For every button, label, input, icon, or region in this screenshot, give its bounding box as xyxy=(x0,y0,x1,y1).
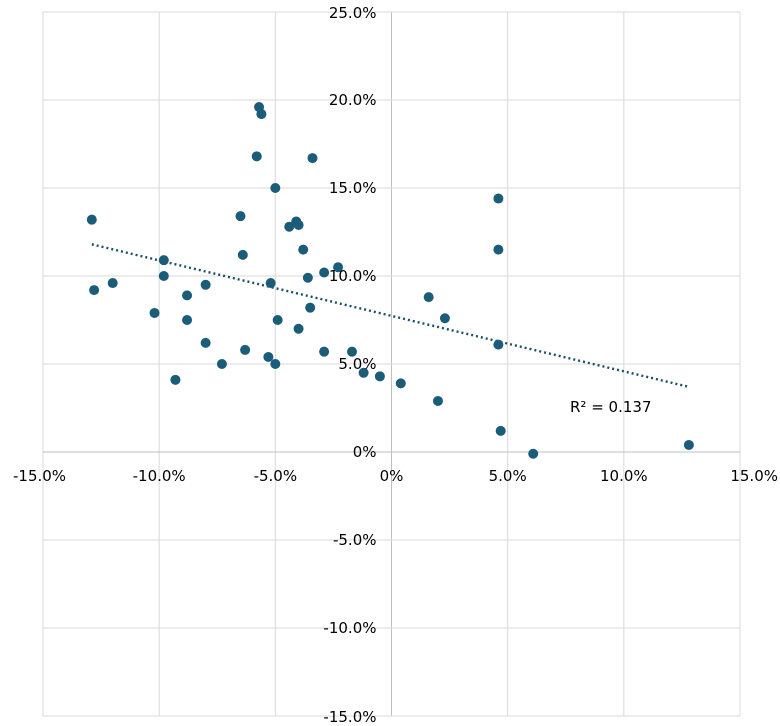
x-tick-label: 5.0% xyxy=(489,467,527,485)
data-point xyxy=(319,267,330,278)
data-point xyxy=(89,285,100,296)
data-point xyxy=(493,244,504,255)
data-point xyxy=(200,279,211,290)
data-point xyxy=(528,448,539,459)
data-point xyxy=(158,255,169,266)
y-tick-label: 15.0% xyxy=(329,179,377,197)
data-point xyxy=(240,344,251,355)
y-tick-label: -10.0% xyxy=(323,619,376,637)
r-squared-label: R² = 0.137 xyxy=(570,398,651,416)
data-point xyxy=(200,337,211,348)
data-point xyxy=(182,315,193,325)
y-tick-label: 0% xyxy=(353,443,377,461)
gridlines xyxy=(42,11,741,717)
data-point xyxy=(302,272,313,283)
x-tick-label: 10.0% xyxy=(600,467,648,485)
data-point xyxy=(270,183,281,193)
data-point xyxy=(270,359,281,369)
data-point xyxy=(237,249,248,260)
x-tick-label: -5.0% xyxy=(254,467,298,485)
y-tick-label: 20.0% xyxy=(329,91,377,109)
data-points xyxy=(86,102,694,459)
data-point xyxy=(358,367,369,378)
data-point xyxy=(272,315,283,325)
x-tick-label: 15.0% xyxy=(730,467,778,485)
x-tick-label: -10.0% xyxy=(133,467,186,485)
data-point xyxy=(86,214,97,225)
y-tick-label: 10.0% xyxy=(329,267,377,285)
data-point xyxy=(265,278,276,289)
data-point xyxy=(493,339,504,350)
data-point xyxy=(158,271,169,281)
data-point xyxy=(432,395,443,406)
data-point xyxy=(493,193,504,204)
data-point xyxy=(423,292,434,303)
tick-labels: -15.0% -10.0% -5.0% 0% 5.0% 10.0% 15.0% -15.0% -… xyxy=(13,4,778,726)
data-point xyxy=(256,109,267,120)
data-point xyxy=(107,278,118,289)
data-point xyxy=(307,153,318,164)
trendline xyxy=(91,243,690,389)
data-point xyxy=(374,371,385,382)
data-point xyxy=(298,244,309,255)
data-point xyxy=(284,221,295,232)
data-point xyxy=(319,346,330,357)
data-point xyxy=(495,425,506,436)
data-point xyxy=(395,378,406,389)
trendline-layer xyxy=(91,243,690,389)
y-tick-label: 25.0% xyxy=(329,4,377,22)
data-point xyxy=(170,374,181,385)
data-point xyxy=(263,351,274,362)
y-tick-label: -5.0% xyxy=(333,531,377,549)
data-point xyxy=(439,313,450,324)
data-point xyxy=(251,151,262,162)
data-point xyxy=(293,323,304,334)
data-point xyxy=(305,302,316,313)
data-point xyxy=(293,219,304,230)
data-point xyxy=(333,262,344,273)
x-tick-label: 0% xyxy=(380,467,404,485)
x-tick-label: -15.0% xyxy=(13,467,66,485)
y-tick-label: -15.0% xyxy=(323,708,376,726)
data-point xyxy=(182,290,193,301)
data-point xyxy=(149,307,160,318)
data-point xyxy=(235,211,246,222)
y-tick-label: 5.0% xyxy=(338,355,376,373)
data-point xyxy=(683,439,694,450)
data-point xyxy=(347,346,358,357)
data-point xyxy=(216,359,227,369)
